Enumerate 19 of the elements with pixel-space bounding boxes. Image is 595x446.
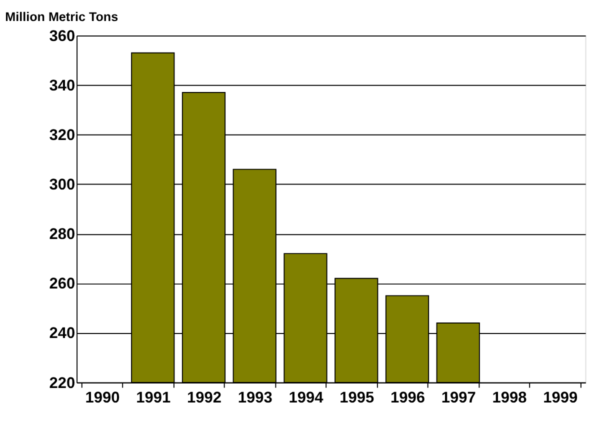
- y-tick-label: 300: [49, 176, 76, 194]
- x-tick-label: 1991: [136, 389, 171, 406]
- x-tick-label: 1992: [186, 389, 222, 406]
- y-tick-label: 220: [49, 374, 76, 392]
- x-tick-label: 1999: [543, 389, 578, 406]
- x-tick-label: 1993: [238, 389, 273, 406]
- y-tick-label: 360: [49, 28, 76, 45]
- x-tick-label: 1998: [492, 389, 528, 406]
- y-tick-label: 280: [49, 226, 76, 244]
- y-tick-label: 320: [49, 126, 76, 144]
- x-tick-label: 1995: [340, 389, 374, 406]
- y-tick-label: 340: [49, 77, 76, 94]
- x-tick-label: 1997: [441, 389, 476, 406]
- y-tick-label: 260: [49, 276, 76, 293]
- y-axis-title: Million Metric Tons: [5, 10, 118, 24]
- x-tick-label: 1990: [85, 389, 120, 406]
- x-tick-label: 1994: [288, 389, 324, 406]
- y-tick-label: 240: [49, 325, 76, 342]
- x-tick-label: 1996: [390, 389, 426, 406]
